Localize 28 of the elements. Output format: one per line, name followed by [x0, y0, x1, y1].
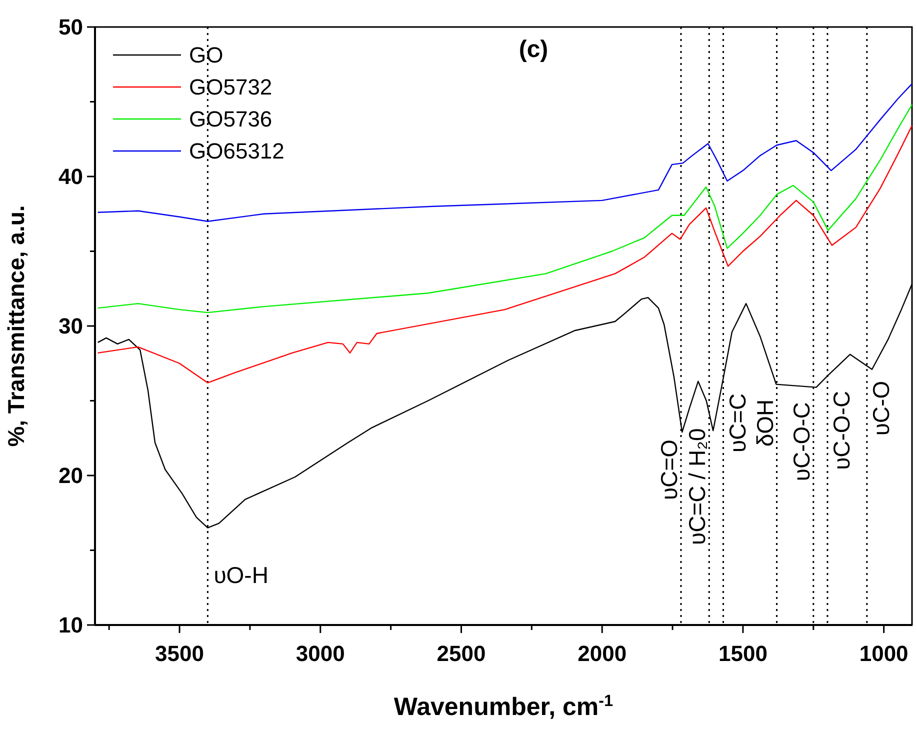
x-tick-label: 1000 [859, 641, 908, 666]
x-tick-label: 3500 [155, 641, 204, 666]
ref-line-label: υC-O [868, 380, 894, 436]
x-axis-title: Wavenumber, cm$^{-1}$ [394, 692, 614, 721]
ref-line-label: υC=O [656, 440, 682, 500]
ref-line-label: υC-O-C [828, 390, 855, 470]
y-tick-label: 40 [58, 164, 83, 190]
legend-label: GO65312 [189, 138, 284, 164]
line-series [97, 125, 913, 384]
x-tick-label: 3000 [296, 641, 345, 666]
ref-line-label: υC=C / H₂0 [684, 428, 710, 545]
ref-line-label: υC-O-C [788, 402, 814, 482]
y-axis-title: %, Transmittance, a.u. [3, 205, 29, 447]
ref-line-label: υC=C [724, 393, 750, 453]
chart-title: (c) [518, 36, 548, 63]
y-tick-label: 30 [58, 314, 83, 339]
y-tick-label: 10 [58, 612, 83, 638]
y-tick-label: 50 [58, 14, 83, 40]
ref-line-label: δOH [752, 399, 778, 447]
y-tick-label: 20 [58, 463, 83, 488]
x-tick-label: 2500 [436, 641, 486, 666]
x-tick-label: 2000 [578, 641, 627, 666]
legend-label: GO5736 [189, 106, 272, 132]
ref-line-label: υO-H [214, 562, 268, 588]
x-tick-label: 1500 [718, 641, 768, 666]
line-series [97, 104, 913, 314]
legend-label: GO [189, 42, 224, 68]
legend-label: GO5732 [189, 74, 272, 100]
